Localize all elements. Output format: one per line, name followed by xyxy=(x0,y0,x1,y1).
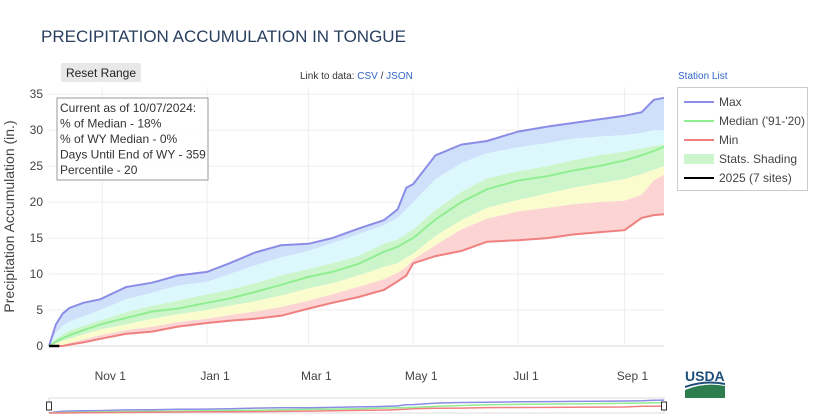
range-slider[interactable] xyxy=(46,397,667,414)
json-link[interactable]: JSON xyxy=(386,71,413,82)
station-list-link[interactable]: Station List xyxy=(678,71,728,82)
slider-handle-right[interactable] xyxy=(661,401,667,411)
slider-min-line xyxy=(49,405,665,414)
slider-max-line xyxy=(48,399,665,414)
reset-range-button[interactable]: Reset Range xyxy=(61,63,141,82)
page-title: PRECIPITATION ACCUMULATION IN TONGUE xyxy=(41,27,406,46)
legend-label: Max xyxy=(719,95,742,109)
info-box-frame xyxy=(56,97,209,181)
info-box-line: Days Until End of WY - 359 xyxy=(60,148,206,162)
max-line xyxy=(48,96,665,347)
data-link-row: Link to data: CSV / JSON xyxy=(300,71,413,82)
legend: Max Median ('91-'20) Min Stats. Shading 2025… xyxy=(677,87,808,191)
legend-swatch xyxy=(684,177,714,179)
shading-band xyxy=(49,130,664,346)
y-tick-label: 35 xyxy=(30,87,44,101)
y-axis-label: Precipitation Accumulation (in.) xyxy=(1,120,17,312)
series-lines xyxy=(48,96,665,348)
shading-band xyxy=(49,166,664,346)
legend-swatch xyxy=(684,101,714,103)
axes: 0 5 10 15 20 25 30 35 Nov 1 Jan 1 Mar 1 May 1 Jul 1 S… xyxy=(1,87,648,383)
x-tick-label: Jan 1 xyxy=(200,369,230,383)
y-tick-label: 30 xyxy=(30,123,44,137)
y-tick-label: 25 xyxy=(30,159,44,173)
data-link-separator: / xyxy=(380,71,384,82)
x-tick-label: Jul 1 xyxy=(513,369,539,383)
x-tick-label: Mar 1 xyxy=(301,369,332,383)
shading-band xyxy=(49,144,664,346)
csv-link[interactable]: CSV xyxy=(357,71,378,82)
y-tick-label: 20 xyxy=(30,195,44,209)
usda-logo: USDA xyxy=(685,368,725,398)
info-box-line: Percentile - 20 xyxy=(60,163,138,177)
legend-swatch xyxy=(684,139,714,141)
legend-label: 2025 (7 sites) xyxy=(719,171,792,185)
info-box-line: % of Median - 18% xyxy=(60,117,162,131)
legend-label: Stats. Shading xyxy=(719,152,798,166)
info-box-line: % of WY Median - 0% xyxy=(60,132,177,146)
legend-swatch xyxy=(684,154,714,164)
legend-label: Median ('91-'20) xyxy=(719,114,805,128)
shading-band xyxy=(49,174,664,346)
x-tick-label: Nov 1 xyxy=(95,369,127,383)
y-tick-label: 10 xyxy=(30,267,44,281)
x-tick-label: Sep 1 xyxy=(617,369,649,383)
data-link-prefix: Link to data: xyxy=(300,71,355,82)
y-tick-label: 5 xyxy=(36,303,43,317)
slider-handle-left[interactable] xyxy=(46,401,52,411)
x-tick-label: May 1 xyxy=(405,369,438,383)
legend-swatch xyxy=(684,120,714,122)
usda-logo-text: USDA xyxy=(685,368,725,384)
y-tick-label: 15 xyxy=(30,231,44,245)
min-line xyxy=(49,213,665,347)
stats-shading xyxy=(49,97,664,346)
shading-band xyxy=(49,97,664,346)
median-line xyxy=(48,145,665,347)
legend-label: Min xyxy=(719,133,739,147)
info-box: Current as of 10/07/2024: % of Median - 1… xyxy=(56,97,209,181)
y-tick-label: 0 xyxy=(36,339,43,353)
info-box-line: Current as of 10/07/2024: xyxy=(60,101,196,115)
